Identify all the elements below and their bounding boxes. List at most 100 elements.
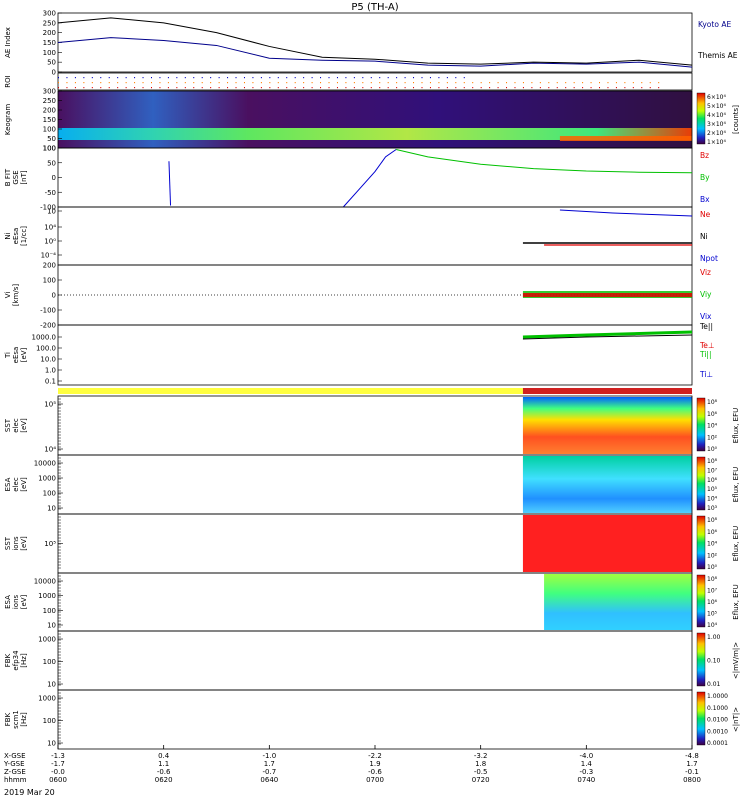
roi-marker <box>582 82 584 84</box>
keogram-tick-label: 150 <box>43 116 56 124</box>
roi-marker <box>353 82 355 84</box>
roi-marker <box>91 82 93 84</box>
roi-marker <box>370 82 372 84</box>
roi-marker <box>252 77 254 79</box>
fbk_b-colorbar-tick: 0.0001 <box>707 740 728 747</box>
roi-marker <box>379 82 381 84</box>
roi-marker <box>396 77 398 79</box>
roi-marker <box>311 82 313 84</box>
fbk_b-tick-label: 10 <box>47 740 56 748</box>
esa_e-colorbar-tick: 10⁷ <box>707 467 718 474</box>
roi-marker <box>565 87 567 89</box>
roi-marker <box>159 87 161 89</box>
esa_e-colorbar-tick: 10⁵ <box>707 486 718 493</box>
roi-marker <box>83 77 85 79</box>
ni-frame <box>57 206 693 266</box>
keogram-tick-label: 50 <box>47 135 56 143</box>
esa_e-label-0: ESA <box>4 477 12 491</box>
vi-label-0: Vi <box>4 292 12 299</box>
bfit-legend-entry: Bz <box>700 151 709 160</box>
roi-marker <box>353 87 355 89</box>
roi-marker <box>91 77 93 79</box>
keogram-tick-label: 100 <box>43 126 56 134</box>
keogram-colorbar-tick: 6×10⁴ <box>707 94 726 101</box>
roi-marker <box>303 82 305 84</box>
roi-marker <box>556 87 558 89</box>
sst_e-spectrogram <box>522 397 692 454</box>
roi-marker <box>235 87 237 89</box>
roi-marker <box>387 82 389 84</box>
vi-legend-entry: Viy <box>700 290 712 299</box>
ti-series-line <box>522 334 693 340</box>
fbk_e-colorbar-tick: 0.10 <box>707 658 721 665</box>
roi-marker <box>328 82 330 84</box>
sst_i-colorbar-label: Eflux, EFU <box>732 526 740 561</box>
ni-legend-entry: Npot <box>700 254 718 263</box>
roi-marker <box>100 87 102 89</box>
roi-marker <box>353 77 355 79</box>
roi-marker <box>58 82 59 84</box>
x-axis-tick-label: -3.2 <box>474 752 488 760</box>
roi-marker <box>573 87 575 89</box>
esa_e-tick-label: 10000 <box>34 460 56 468</box>
roi-marker <box>277 82 279 84</box>
roi-marker <box>421 87 423 89</box>
ae-tick-label: 0 <box>52 69 56 77</box>
x-axis-tick-label: 0800 <box>683 776 701 784</box>
roi-marker <box>294 82 296 84</box>
esa_i-label-2: [eV] <box>20 594 28 609</box>
vi-tick-label: -200 <box>40 322 56 330</box>
ni-legend-entry: Ne <box>700 210 711 219</box>
roi-marker <box>117 87 119 89</box>
roi-marker <box>396 87 398 89</box>
roi-marker <box>294 77 296 79</box>
roi-marker <box>269 82 271 84</box>
roi-marker <box>658 87 660 89</box>
esa_e-tick-label: 10 <box>47 505 56 513</box>
sst_e-colorbar-tick: 10⁸ <box>707 399 718 406</box>
roi-marker <box>548 87 550 89</box>
roi-marker <box>193 87 195 89</box>
roi-marker <box>413 87 415 89</box>
ti-tick-label: 10.0 <box>40 356 56 364</box>
ti-label-0: Ti <box>4 352 12 359</box>
x-axis-tick-label: 0620 <box>155 776 173 784</box>
roi-marker <box>556 82 558 84</box>
roi-marker <box>210 82 212 84</box>
roi-marker <box>286 77 288 79</box>
ae-tick-label: 150 <box>43 39 56 47</box>
roi-marker <box>125 82 127 84</box>
ae-tick-label: 250 <box>43 19 56 27</box>
keogram-tick-label: 100 <box>43 145 56 153</box>
bfit-tick-label: 50 <box>47 159 56 167</box>
ae-legend-entry: Themis AE <box>697 51 738 60</box>
fbk_e-tick-label: 10 <box>47 681 56 689</box>
roi-marker <box>624 87 626 89</box>
roi-marker <box>218 77 220 79</box>
roi-marker <box>167 82 169 84</box>
roi-marker <box>311 87 313 89</box>
roi-marker <box>531 82 533 84</box>
x-axis-tick-label: -0.6 <box>157 768 171 776</box>
x-axis-tick-label: 0600 <box>49 776 67 784</box>
ni-legend-entry: Ni <box>700 232 708 241</box>
roi-marker <box>624 82 626 84</box>
roi-marker <box>497 82 499 84</box>
keogram-tick-label: 250 <box>43 97 56 105</box>
fbk_e-label-0: FBK <box>4 653 12 667</box>
fbk_b-label-2: [Hz] <box>20 712 28 727</box>
roi-marker <box>193 77 195 79</box>
roi-marker <box>117 82 119 84</box>
esa_i-tick-label: 100 <box>43 607 56 615</box>
fbk_b-colorbar-label: <|nT|> <box>732 707 740 732</box>
roi-marker <box>184 77 186 79</box>
roi-marker <box>404 82 406 84</box>
sst_i-label-2: [eV] <box>20 536 28 551</box>
roi-marker <box>159 82 161 84</box>
roi-marker <box>565 82 567 84</box>
roi-marker <box>480 87 482 89</box>
ae-series-line <box>57 17 693 66</box>
fbk_b-colorbar-tick: 1.0000 <box>707 693 728 700</box>
roi-marker <box>446 77 448 79</box>
ni-series-npot <box>559 209 693 217</box>
